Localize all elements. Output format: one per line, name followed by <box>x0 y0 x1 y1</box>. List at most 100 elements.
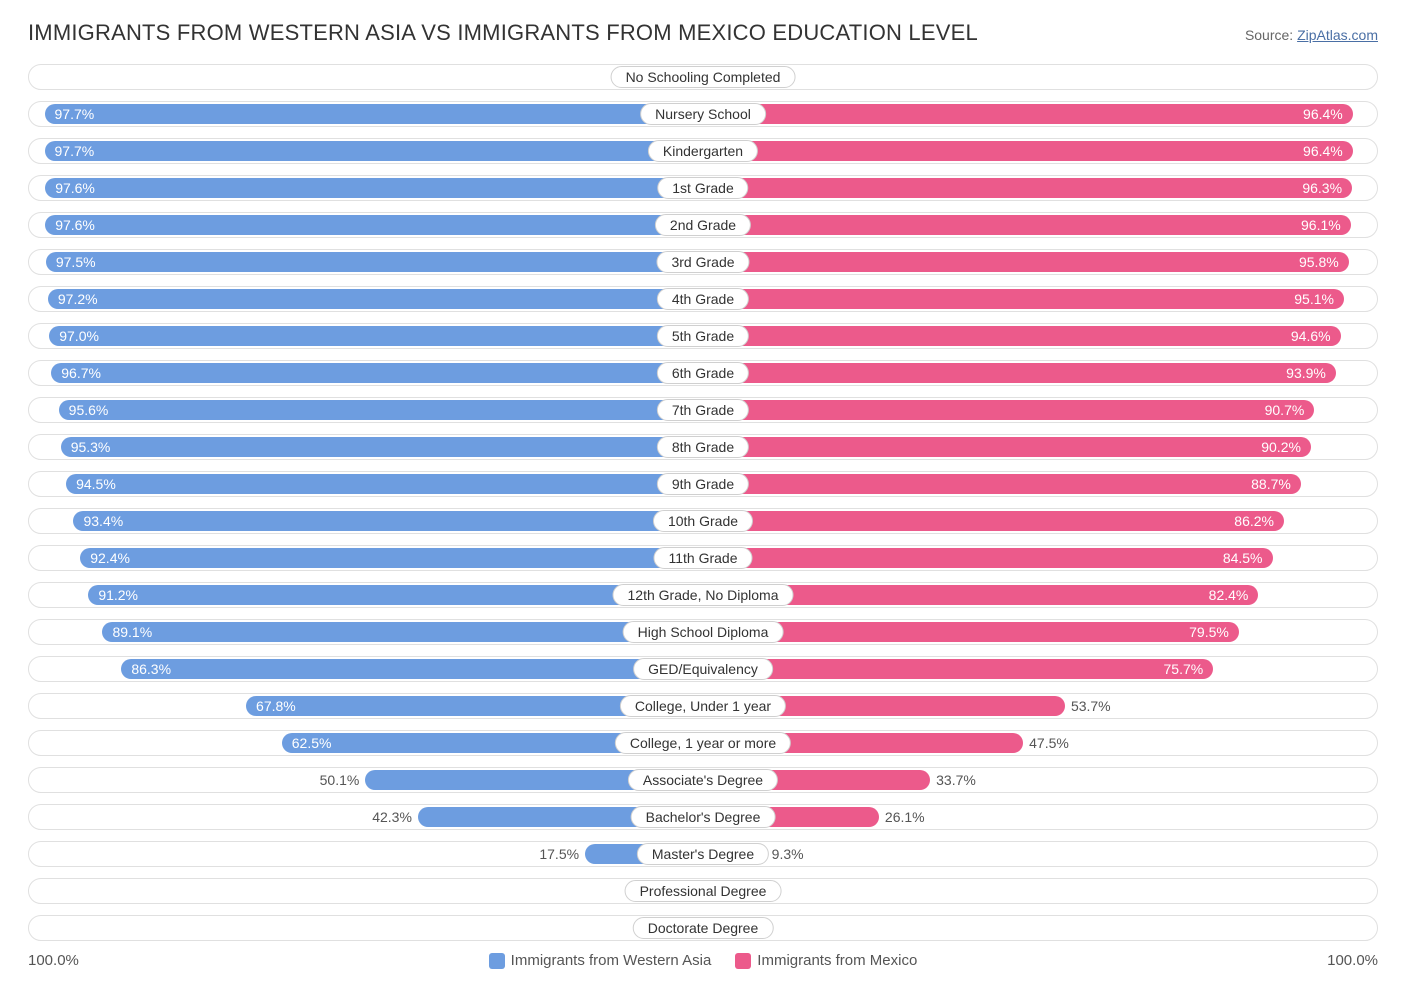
value-right: 86.2% <box>1234 513 1274 529</box>
bar-half-right: 75.7% <box>703 657 1377 681</box>
bar-half-right: 96.1% <box>703 213 1377 237</box>
bar-half-right: 33.7% <box>703 768 1377 792</box>
bar-half-right: 84.5% <box>703 546 1377 570</box>
bar-left: 96.7% <box>51 363 703 383</box>
education-diverging-bar-chart: 2.3%3.6%No Schooling Completed97.7%96.4%… <box>28 64 1378 941</box>
axis-max-left: 100.0% <box>28 952 79 969</box>
bar-row: 95.3%90.2%8th Grade <box>28 434 1378 460</box>
bar-row: 94.5%88.7%9th Grade <box>28 471 1378 497</box>
bar-row: 97.6%96.3%1st Grade <box>28 175 1378 201</box>
bar-row: 42.3%26.1%Bachelor's Degree <box>28 804 1378 830</box>
bar-right: 93.9% <box>703 363 1336 383</box>
bar-half-left: 94.5% <box>29 472 703 496</box>
value-right: 53.7% <box>1071 698 1111 714</box>
value-left: 97.6% <box>55 180 95 196</box>
legend-label-left: Immigrants from Western Asia <box>511 952 712 969</box>
category-label: 10th Grade <box>653 510 753 532</box>
bar-left: 97.2% <box>48 289 703 309</box>
bar-left: 94.5% <box>66 474 703 494</box>
bar-half-right: 90.7% <box>703 398 1377 422</box>
bar-row: 97.7%96.4%Kindergarten <box>28 138 1378 164</box>
bar-half-right: 2.6% <box>703 879 1377 903</box>
legend-label-right: Immigrants from Mexico <box>757 952 917 969</box>
bar-left: 92.4% <box>80 548 703 568</box>
bar-right: 84.5% <box>703 548 1273 568</box>
bar-row: 97.7%96.4%Nursery School <box>28 101 1378 127</box>
category-label: College, 1 year or more <box>615 732 791 754</box>
category-label: 7th Grade <box>657 399 749 421</box>
legend-swatch-left <box>489 953 505 969</box>
bar-left: 86.3% <box>121 659 703 679</box>
bar-half-left: 89.1% <box>29 620 703 644</box>
bar-left: 95.3% <box>61 437 703 457</box>
source-link[interactable]: ZipAtlas.com <box>1297 27 1378 43</box>
bar-right: 75.7% <box>703 659 1213 679</box>
value-right: 84.5% <box>1223 550 1263 566</box>
bar-left: 89.1% <box>102 622 703 642</box>
value-right: 95.8% <box>1299 254 1339 270</box>
bar-half-left: 95.3% <box>29 435 703 459</box>
bar-half-left: 42.3% <box>29 805 703 829</box>
category-label: 2nd Grade <box>655 214 751 236</box>
value-right: 96.4% <box>1303 143 1343 159</box>
value-right: 96.3% <box>1302 180 1342 196</box>
value-left: 17.5% <box>539 846 579 862</box>
bar-half-left: 92.4% <box>29 546 703 570</box>
category-label: 11th Grade <box>653 547 752 569</box>
bar-half-left: 86.3% <box>29 657 703 681</box>
bar-half-right: 1.1% <box>703 916 1377 940</box>
bar-row: 86.3%75.7%GED/Equivalency <box>28 656 1378 682</box>
bar-half-right: 86.2% <box>703 509 1377 533</box>
bar-left: 97.5% <box>46 252 703 272</box>
bar-left: 97.6% <box>45 178 703 198</box>
value-left: 97.0% <box>59 328 99 344</box>
bar-half-left: 97.6% <box>29 176 703 200</box>
category-label: Doctorate Degree <box>633 917 774 939</box>
value-right: 90.7% <box>1265 402 1305 418</box>
bar-half-left: 2.2% <box>29 916 703 940</box>
category-label: GED/Equivalency <box>633 658 773 680</box>
value-left: 92.4% <box>90 550 130 566</box>
bar-half-left: 97.7% <box>29 102 703 126</box>
bar-half-right: 82.4% <box>703 583 1377 607</box>
legend-item-right: Immigrants from Mexico <box>735 952 917 969</box>
bar-half-right: 94.6% <box>703 324 1377 348</box>
bar-half-right: 88.7% <box>703 472 1377 496</box>
bar-half-left: 97.0% <box>29 324 703 348</box>
bar-right: 96.3% <box>703 178 1352 198</box>
bar-row: 50.1%33.7%Associate's Degree <box>28 767 1378 793</box>
bar-half-right: 47.5% <box>703 731 1377 755</box>
value-right: 47.5% <box>1029 735 1069 751</box>
bar-half-left: 50.1% <box>29 768 703 792</box>
legend-swatch-right <box>735 953 751 969</box>
bar-row: 97.6%96.1%2nd Grade <box>28 212 1378 238</box>
category-label: 12th Grade, No Diploma <box>613 584 794 606</box>
value-left: 93.4% <box>83 513 123 529</box>
value-left: 42.3% <box>372 809 412 825</box>
bar-row: 97.0%94.6%5th Grade <box>28 323 1378 349</box>
bar-right: 96.4% <box>703 141 1353 161</box>
bar-half-right: 95.1% <box>703 287 1377 311</box>
value-right: 79.5% <box>1189 624 1229 640</box>
bar-row: 2.2%1.1%Doctorate Degree <box>28 915 1378 941</box>
bar-half-left: 17.5% <box>29 842 703 866</box>
bar-half-left: 97.2% <box>29 287 703 311</box>
bar-half-right: 95.8% <box>703 250 1377 274</box>
value-right: 82.4% <box>1209 587 1249 603</box>
bar-half-left: 96.7% <box>29 361 703 385</box>
bar-row: 95.6% 90.7% 7th Grade <box>28 397 1378 423</box>
value-left: 50.1% <box>320 772 360 788</box>
bar-half-left: 97.5% <box>29 250 703 274</box>
category-label: 4th Grade <box>657 288 749 310</box>
header: IMMIGRANTS FROM WESTERN ASIA VS IMMIGRAN… <box>28 20 1378 46</box>
bar-half-right: 93.9% <box>703 361 1377 385</box>
bar-half-right: 3.6% <box>703 65 1377 89</box>
bar-right: 96.1% <box>703 215 1351 235</box>
category-label: Professional Degree <box>625 880 782 902</box>
bar-row: 62.5%47.5%College, 1 year or more <box>28 730 1378 756</box>
bar-half-right: 90.2% <box>703 435 1377 459</box>
bar-row: 17.5%9.3%Master's Degree <box>28 841 1378 867</box>
category-label: College, Under 1 year <box>620 695 786 717</box>
value-right: 33.7% <box>936 772 976 788</box>
bar-left: 95.6% <box>59 400 703 420</box>
